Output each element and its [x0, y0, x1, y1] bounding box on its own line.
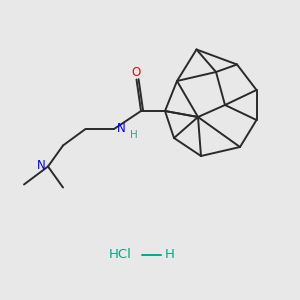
Text: N: N [37, 159, 46, 172]
Text: N: N [117, 122, 126, 135]
Text: H: H [130, 130, 137, 140]
Text: HCl: HCl [109, 248, 131, 262]
Text: H: H [165, 248, 174, 262]
Text: O: O [131, 66, 140, 80]
